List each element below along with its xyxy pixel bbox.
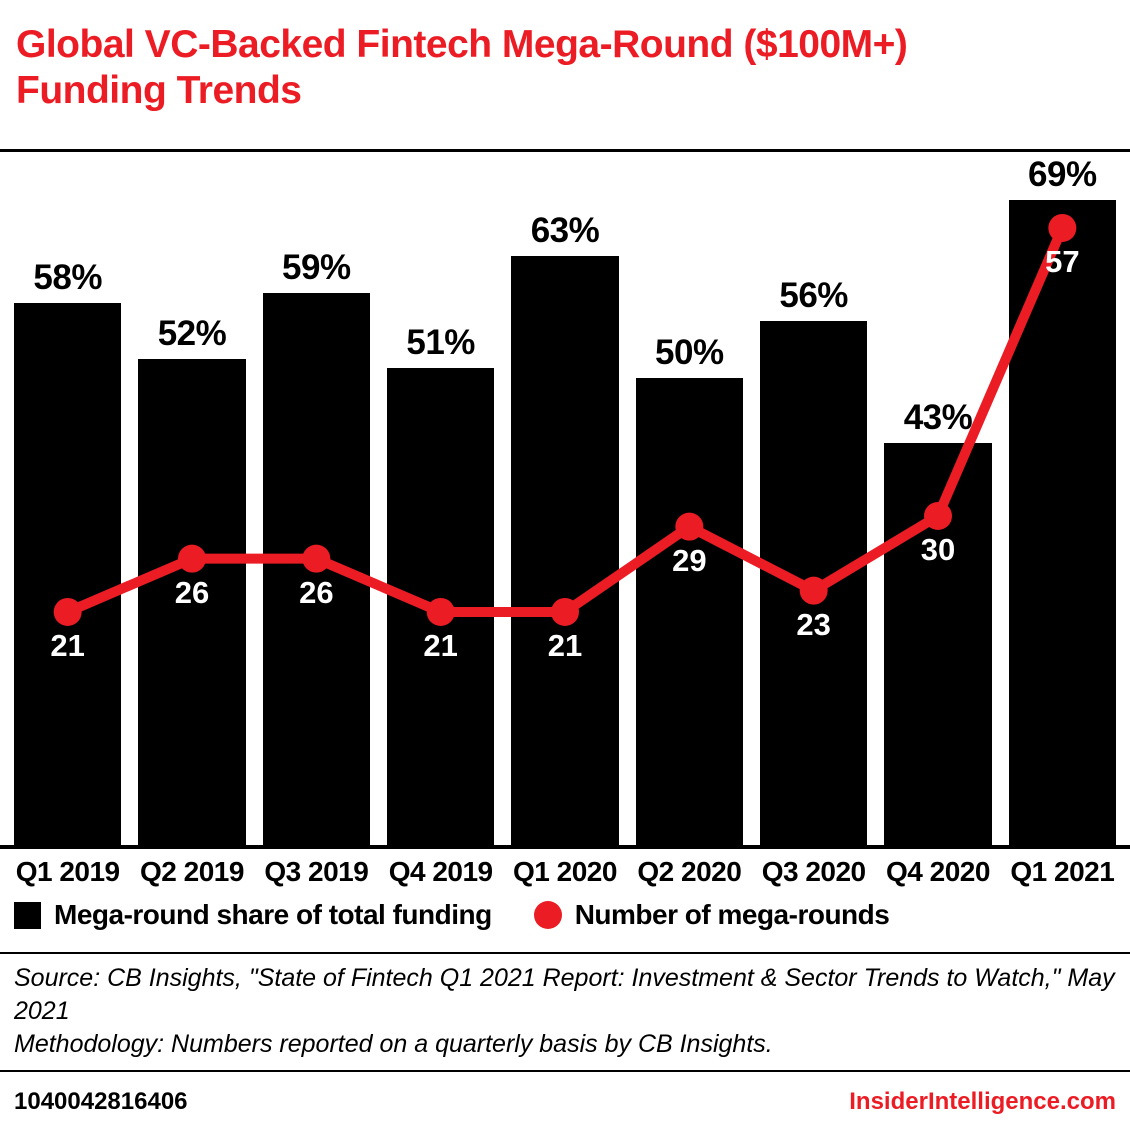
x-axis-labels: Q1 2019 Q2 2019 Q3 2019 Q4 2019 Q1 2020 Q2 20… bbox=[0, 856, 1130, 894]
bar-value-label: 59% bbox=[282, 248, 351, 288]
x-axis-label: Q3 2020 bbox=[761, 856, 866, 887]
x-axis-label: Q3 2019 bbox=[264, 856, 369, 887]
x-axis-line bbox=[0, 845, 1130, 849]
x-axis-label: Q2 2019 bbox=[140, 856, 244, 887]
legend-bar-label: Mega-round share of total funding bbox=[54, 899, 492, 930]
line-marker bbox=[1048, 213, 1077, 242]
line-marker bbox=[302, 544, 331, 573]
line-marker bbox=[551, 597, 579, 626]
line-marker bbox=[675, 512, 704, 541]
x-axis-label: Q1 2021 bbox=[1010, 856, 1115, 887]
line-value-label: 26 bbox=[174, 574, 210, 610]
line-value-label: 57 bbox=[1045, 243, 1080, 279]
bar-q1-2020 bbox=[511, 255, 619, 845]
x-axis-label: Q1 2020 bbox=[513, 856, 617, 887]
source-notes: Source: CB Insights, "State of Fintech Q… bbox=[14, 962, 1116, 1061]
line-value-label: 21 bbox=[50, 627, 85, 663]
bar-q1-2019 bbox=[14, 302, 122, 845]
line-marker bbox=[426, 597, 455, 626]
legend-divider bbox=[0, 952, 1130, 954]
chart-title: Global VC-Backed Fintech Mega-Round ($10… bbox=[16, 23, 908, 113]
bar-value-label: 52% bbox=[157, 313, 227, 353]
x-axis-label: Q2 2020 bbox=[637, 856, 742, 887]
line-value-label: 21 bbox=[423, 627, 458, 663]
legend: Mega-round share of total funding Number… bbox=[14, 899, 890, 931]
x-axis-label: Q1 2019 bbox=[15, 856, 120, 887]
source-line: Source: CB Insights, "State of Fintech Q… bbox=[14, 964, 1115, 1025]
legend-line-label: Number of mega-rounds bbox=[574, 899, 890, 930]
bar-value-label: 43% bbox=[903, 397, 973, 437]
methodology-line: Methodology: Numbers reported on a quart… bbox=[14, 1030, 773, 1058]
chart-id: 1040042816406 bbox=[14, 1088, 188, 1115]
chart-plot-area: 58% 52% 59% 51% 63% 50% 56% 43% 69% 21 26 26 21 21 29 2… bbox=[0, 155, 1130, 845]
line-marker bbox=[799, 576, 828, 605]
bar-value-label: 51% bbox=[406, 323, 475, 363]
line-value-label: 26 bbox=[299, 574, 334, 610]
line-series bbox=[53, 213, 1077, 626]
x-axis-label: Q4 2019 bbox=[388, 856, 493, 887]
title-divider bbox=[0, 149, 1130, 152]
x-axis-label: Q4 2020 bbox=[886, 856, 990, 887]
bar-value-label: 63% bbox=[530, 210, 600, 250]
line-marker bbox=[924, 501, 952, 530]
footer-divider bbox=[0, 1070, 1130, 1072]
line-legend-dot-icon bbox=[533, 901, 562, 929]
brand-site-link[interactable]: InsiderIntelligence.com bbox=[849, 1088, 1116, 1115]
line-value-label: 29 bbox=[672, 542, 707, 578]
bar-value-label: 56% bbox=[779, 276, 848, 316]
line-marker bbox=[178, 544, 206, 573]
bar-value-label: 58% bbox=[33, 257, 102, 297]
bar-legend-swatch-icon bbox=[14, 901, 41, 929]
bar-q2-2020 bbox=[635, 377, 743, 845]
line-value-label: 30 bbox=[920, 531, 956, 567]
bar-q2-2019 bbox=[138, 358, 246, 845]
bar-value-label: 50% bbox=[655, 332, 724, 372]
line-value-label: 23 bbox=[796, 606, 831, 642]
line-value-label: 21 bbox=[547, 627, 583, 663]
line-marker bbox=[53, 597, 82, 626]
bar-value-label: 69% bbox=[1028, 154, 1097, 194]
